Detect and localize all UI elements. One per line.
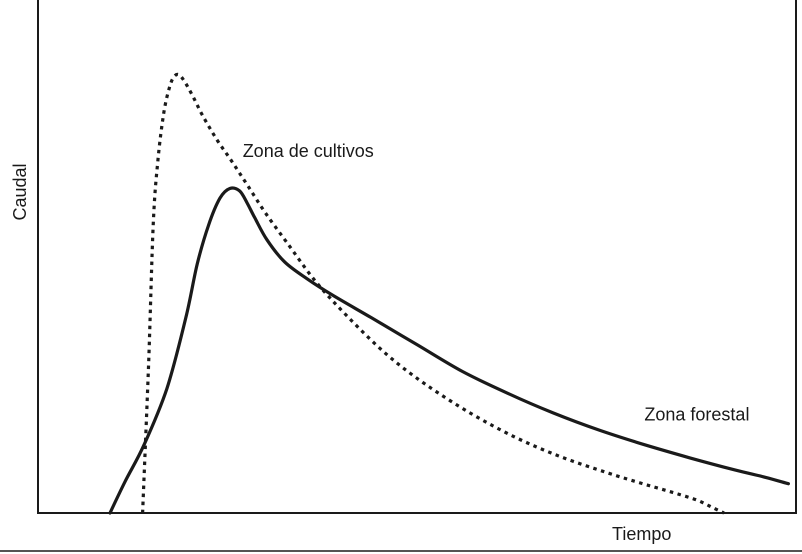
y-axis-label: Caudal (10, 163, 30, 220)
series-label-zona-de-cultivos: Zona de cultivos (243, 141, 374, 161)
series-layer (108, 72, 790, 515)
series-line-zona-forestal (108, 186, 790, 515)
series-line-zona-de-cultivos (141, 72, 725, 515)
series-label-zona-forestal: Zona forestal (644, 404, 749, 424)
series-label-layer: Zona de cultivos Zona forestal (243, 141, 750, 424)
x-axis-label: Tiempo (612, 524, 671, 544)
